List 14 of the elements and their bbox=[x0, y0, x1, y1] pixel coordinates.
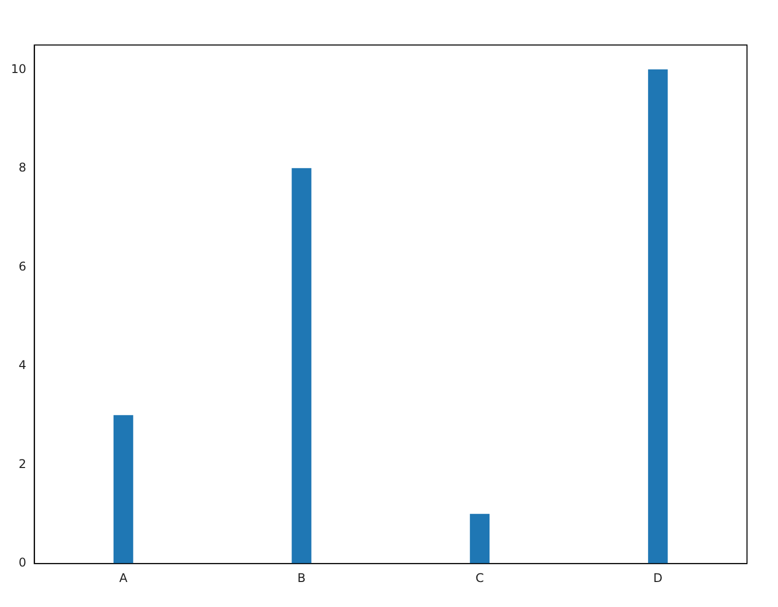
y-tick-label: 0 bbox=[18, 556, 26, 570]
y-tick-label: 4 bbox=[18, 358, 26, 372]
bar bbox=[114, 415, 134, 564]
x-tick-label: B bbox=[297, 570, 306, 585]
y-tick-label: 10 bbox=[10, 62, 26, 76]
x-tick-label: A bbox=[119, 570, 128, 585]
y-tick-label: 2 bbox=[18, 456, 26, 471]
y-tick-label: 8 bbox=[18, 160, 26, 175]
bar bbox=[470, 514, 490, 564]
x-tick-label: D bbox=[653, 570, 663, 585]
bar bbox=[292, 168, 312, 564]
y-tick-label: 6 bbox=[18, 259, 26, 274]
bar bbox=[648, 69, 668, 564]
x-tick-label: C bbox=[476, 570, 484, 585]
